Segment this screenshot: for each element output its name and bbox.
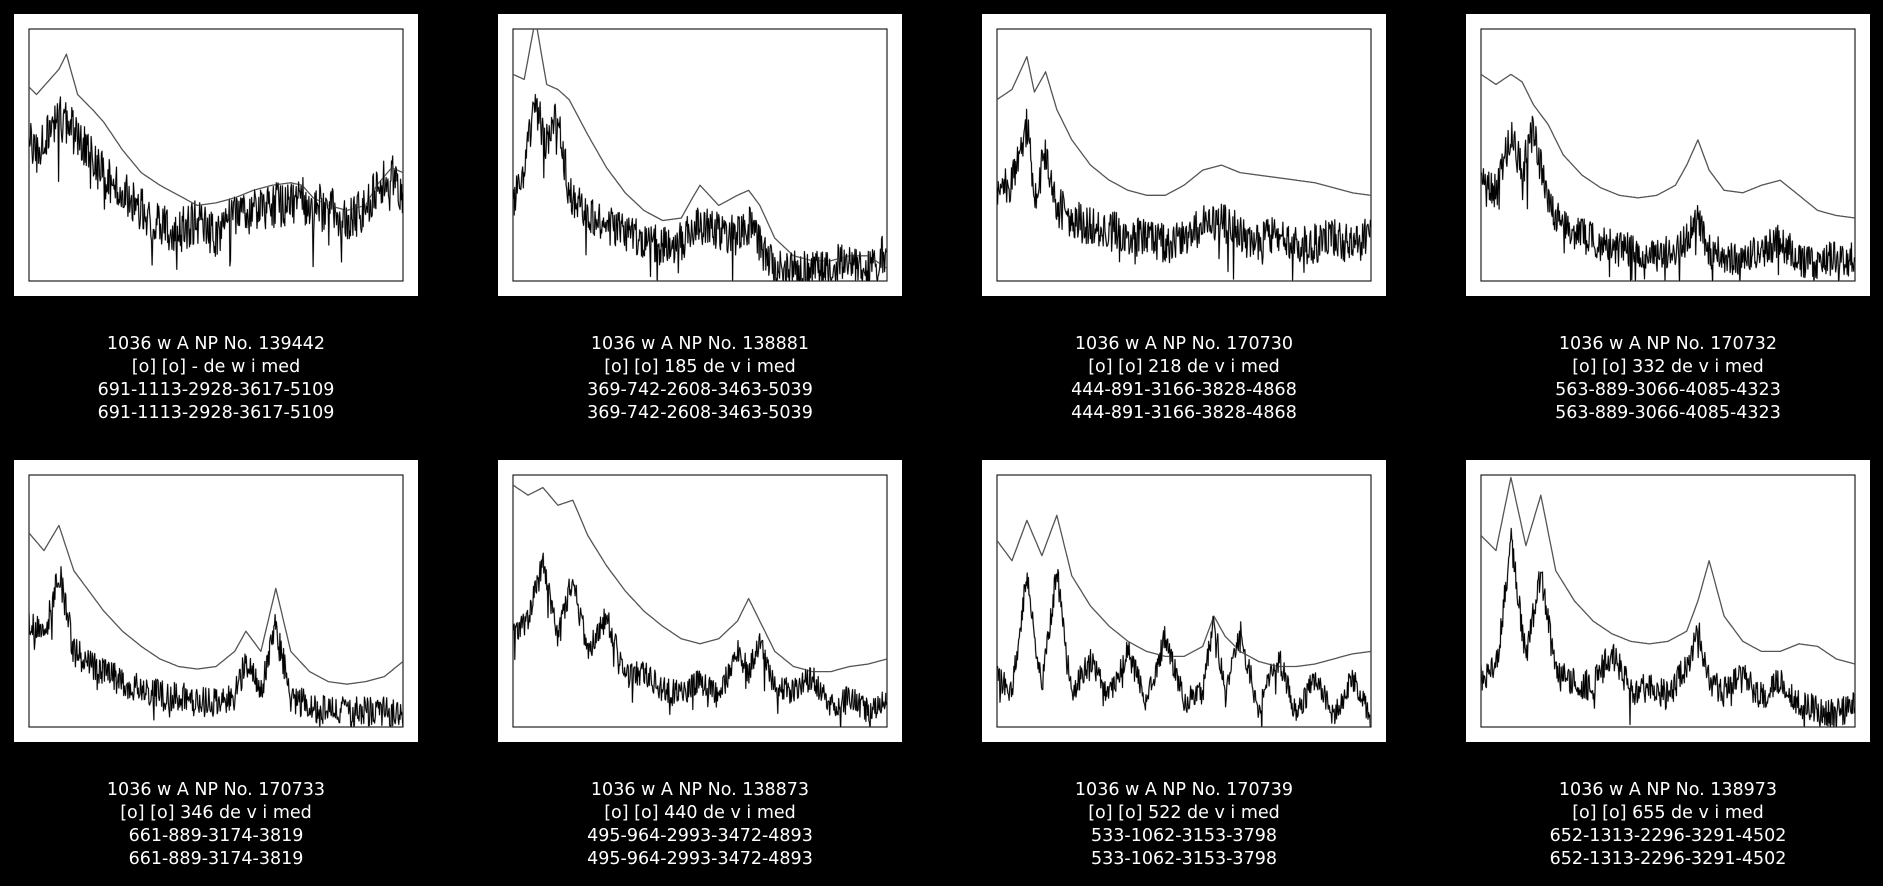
caption-3-line-2: [o] [o] 218 de v i med: [1088, 357, 1280, 377]
spectrum-chart-4: [1480, 28, 1856, 282]
spectrum-line-1: [29, 96, 403, 270]
caption-8-line-1: 1036 w A NP No. 138973: [1558, 780, 1778, 800]
plot-frame-2: [512, 28, 888, 282]
caption-4-line-4: 563-889-3066-4085-4323: [1555, 403, 1781, 423]
caption-8-line-3: 652-1313-2296-3291-4502: [1549, 826, 1787, 846]
caption-6-line-4: 495-964-2993-3472-4893: [587, 849, 813, 869]
caption-5-line-1: 1036 w A NP No. 170733: [106, 780, 326, 800]
spectrum-chart-3: [996, 28, 1372, 282]
caption-4-line-1: 1036 w A NP No. 170732: [1558, 334, 1778, 354]
spectrum-line-5: [29, 566, 403, 727]
spectrum-line-2: [513, 94, 887, 281]
caption-3: 1036 w A NP No. 170730 [o] [o] 218 de v …: [982, 333, 1386, 425]
caption-1-line-4: 691-1113-2928-3617-5109: [97, 403, 335, 423]
spectrum-line-4: [1481, 115, 1855, 281]
chart-panel-6: [498, 460, 902, 742]
caption-1-line-2: [o] [o] - de w i med: [131, 357, 301, 377]
chart-panel-4: [1466, 14, 1870, 296]
plot-area-4: [1481, 73, 1855, 281]
spectrum-chart-6: [512, 474, 888, 728]
caption-7-line-4: 533-1062-3153-3798: [1091, 849, 1277, 869]
caption-5-line-2: [o] [o] 346 de v i med: [120, 803, 312, 823]
caption-6-line-3: 495-964-2993-3472-4893: [587, 826, 813, 846]
plot-frame-5: [28, 474, 404, 728]
chart-panel-1: [14, 14, 418, 296]
chart-panel-5: [14, 460, 418, 742]
caption-7: 1036 w A NP No. 170739 [o] [o] 522 de v …: [982, 779, 1386, 871]
caption-2-line-2: [o] [o] 185 de v i med: [604, 357, 796, 377]
spectrum-line-7: [997, 569, 1371, 727]
plot-area-3: [997, 56, 1371, 281]
envelope-line-1: [29, 53, 403, 212]
caption-1-line-3: 691-1113-2928-3617-5109: [97, 380, 335, 400]
spectrum-shadow-line-5: [29, 565, 403, 727]
chart-panel-7: [982, 460, 1386, 742]
caption-6-line-2: [o] [o] 440 de v i med: [604, 803, 796, 823]
spectrum-line-3: [997, 108, 1371, 281]
caption-1-line-1: 1036 w A NP No. 139442: [106, 334, 326, 354]
envelope-line-3: [997, 56, 1371, 196]
caption-4-line-2: [o] [o] 332 de v i med: [1572, 357, 1764, 377]
envelope-line-6: [513, 484, 887, 673]
plot-area-1: [29, 53, 403, 271]
caption-3-line-1: 1036 w A NP No. 170730: [1074, 334, 1294, 354]
caption-5: 1036 w A NP No. 170733 [o] [o] 346 de v …: [14, 779, 418, 871]
plot-frame-6: [512, 474, 888, 728]
spectrum-chart-1: [28, 28, 404, 282]
caption-5-line-4: 661-889-3174-3819: [128, 849, 304, 869]
plot-area-8: [1481, 476, 1855, 727]
envelope-line-4: [1481, 73, 1855, 219]
caption-7-line-2: [o] [o] 522 de v i med: [1088, 803, 1280, 823]
caption-6-line-1: 1036 w A NP No. 138873: [590, 780, 810, 800]
caption-1: 1036 w A NP No. 139442 [o] [o] - de w i …: [14, 333, 418, 425]
plot-frame-3: [996, 28, 1372, 282]
caption-4: 1036 w A NP No. 170732 [o] [o] 332 de v …: [1466, 333, 1870, 425]
spectrum-chart-5: [28, 474, 404, 728]
caption-7-line-1: 1036 w A NP No. 170739: [1074, 780, 1294, 800]
plot-area-6: [513, 484, 887, 727]
caption-8-line-2: [o] [o] 655 de v i med: [1572, 803, 1764, 823]
spectrum-line-6: [513, 552, 887, 727]
caption-2-line-4: 369-742-2608-3463-5039: [587, 403, 813, 423]
plot-frame-8: [1480, 474, 1856, 728]
plot-area-7: [997, 514, 1371, 727]
caption-3-line-4: 444-891-3166-3828-4868: [1071, 403, 1297, 423]
caption-8: 1036 w A NP No. 138973 [o] [o] 655 de v …: [1466, 779, 1870, 871]
plot-area-2: [513, 29, 887, 281]
chart-panel-2: [498, 14, 902, 296]
envelope-line-7: [997, 514, 1371, 668]
plot-frame-4: [1480, 28, 1856, 282]
caption-2-line-1: 1036 w A NP No. 138881: [590, 334, 810, 354]
caption-2: 1036 w A NP No. 138881 [o] [o] 185 de v …: [498, 333, 902, 425]
spectrum-line-8: [1481, 527, 1855, 727]
plot-frame-7: [996, 474, 1372, 728]
caption-8-line-4: 652-1313-2296-3291-4502: [1549, 849, 1787, 869]
caption-6: 1036 w A NP No. 138873 [o] [o] 440 de v …: [498, 779, 902, 871]
chart-panel-8: [1466, 460, 1870, 742]
spectrum-chart-2: [512, 28, 888, 282]
caption-2-line-3: 369-742-2608-3463-5039: [587, 380, 813, 400]
caption-4-line-3: 563-889-3066-4085-4323: [1555, 380, 1781, 400]
envelope-line-8: [1481, 476, 1855, 665]
plot-frame-1: [28, 28, 404, 282]
caption-7-line-3: 533-1062-3153-3798: [1091, 826, 1277, 846]
plot-area-5: [29, 524, 403, 727]
chart-panel-3: [982, 14, 1386, 296]
envelope-line-5: [29, 524, 403, 685]
caption-5-line-3: 661-889-3174-3819: [128, 826, 304, 846]
spectrum-chart-7: [996, 474, 1372, 728]
spectrum-chart-8: [1480, 474, 1856, 728]
caption-3-line-3: 444-891-3166-3828-4868: [1071, 380, 1297, 400]
